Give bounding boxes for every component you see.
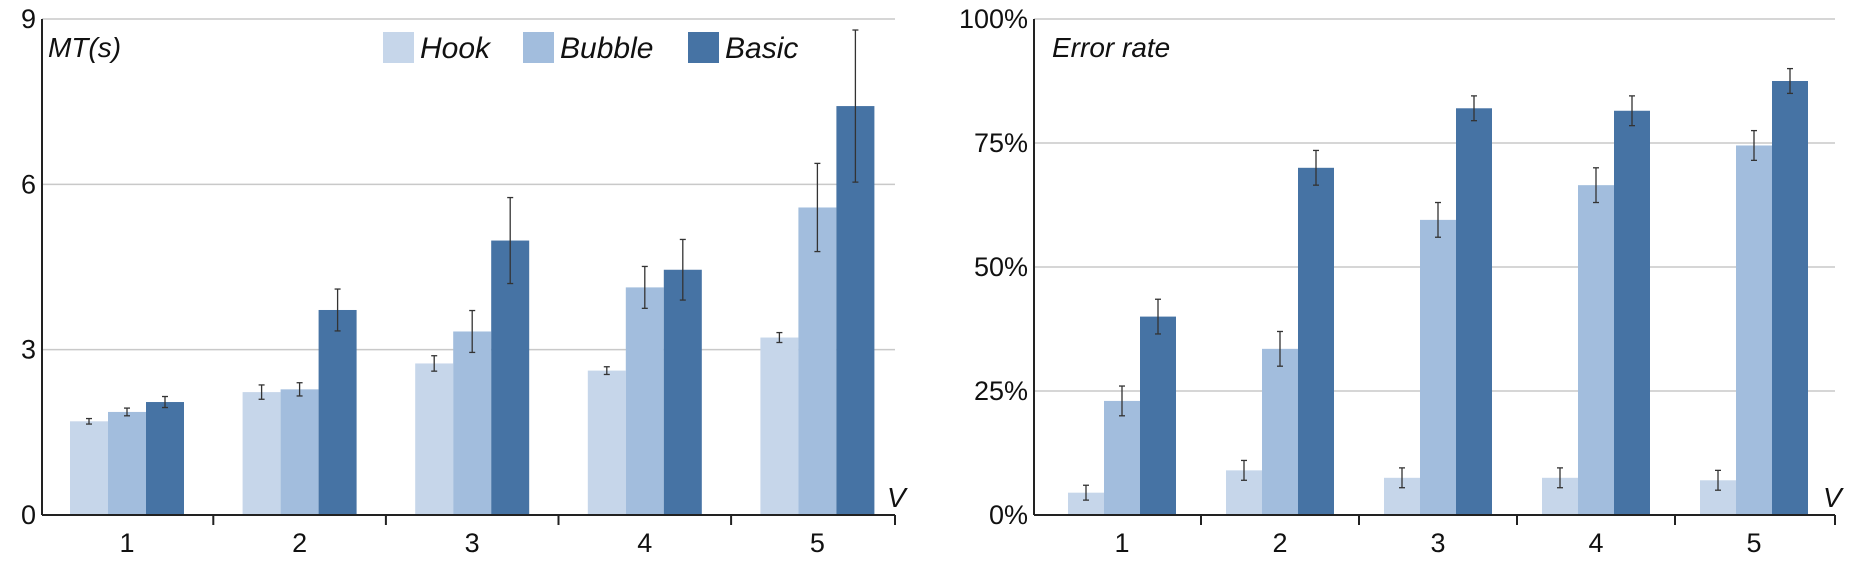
bar-hook-1 <box>1068 492 1104 515</box>
x-axis-label: V <box>887 482 908 513</box>
bar-basic-3 <box>1456 108 1492 515</box>
bar-basic-1 <box>146 402 184 515</box>
x-tick-label: 2 <box>1272 528 1287 558</box>
bar-basic-1 <box>1140 316 1176 515</box>
y-tick-label: 100% <box>959 4 1028 34</box>
bar-bubble-4 <box>625 287 664 515</box>
legend-swatch-bubble <box>523 32 554 63</box>
y-tick-label: 6 <box>21 169 36 199</box>
x-tick-label: 5 <box>1746 528 1761 558</box>
y-tick-label: 0% <box>989 500 1028 530</box>
bar-bubble-3 <box>453 331 492 515</box>
bar-basic-3 <box>491 240 530 515</box>
bar-hook-4 <box>587 370 626 515</box>
bar-bubble-5 <box>1736 145 1772 516</box>
bar-bubble-1 <box>1104 400 1140 515</box>
x-tick-label: 1 <box>1114 528 1129 558</box>
y-tick-label: 9 <box>21 4 36 34</box>
bar-bubble-2 <box>1262 348 1298 515</box>
y-tick-label: 25% <box>974 376 1028 406</box>
bar-bubble-2 <box>280 389 319 515</box>
legend-label-basic: Basic <box>725 32 798 65</box>
legend-swatch-basic <box>688 32 719 63</box>
bar-bubble-3 <box>1420 219 1456 515</box>
bar-bubble-5 <box>798 207 837 516</box>
y-tick-label: 75% <box>974 128 1028 158</box>
legend-swatch-hook <box>383 32 414 63</box>
bar-hook-5 <box>760 337 799 515</box>
x-tick-label: 4 <box>1588 528 1603 558</box>
chart-panel-error-rate: Error rate V 0% 25% 50% 75% 100% 1 2 3 4 5 <box>959 4 1844 558</box>
x-tick-label: 3 <box>465 528 480 558</box>
bar-bubble-1 <box>108 411 146 515</box>
bar-hook-1 <box>70 421 108 515</box>
x-tick-label: 5 <box>810 528 825 558</box>
y-tick-label: 50% <box>974 252 1028 282</box>
bar-hook-3 <box>415 363 454 515</box>
bar-basic-4 <box>1614 110 1650 515</box>
y-tick-label: 0 <box>21 500 36 530</box>
bar-hook-2 <box>242 392 281 515</box>
x-tick-label: 4 <box>637 528 652 558</box>
x-tick-label: 2 <box>292 528 307 558</box>
x-tick-label: 1 <box>119 528 134 558</box>
y-axis-label: MT(s) <box>48 32 121 63</box>
bar-basic-2 <box>1298 167 1334 516</box>
legend: Hook Bubble Basic <box>383 32 798 65</box>
y-axis-label: Error rate <box>1052 32 1170 63</box>
y-tick-label: 3 <box>21 335 36 365</box>
bar-basic-2 <box>318 309 357 515</box>
x-tick-label: 3 <box>1430 528 1445 558</box>
x-axis-label: V <box>1823 482 1844 513</box>
legend-label-bubble: Bubble <box>560 32 653 65</box>
bar-basic-4 <box>663 269 702 515</box>
bar-bubble-4 <box>1578 185 1614 515</box>
bar-basic-5 <box>1772 81 1808 515</box>
legend-label-hook: Hook <box>420 32 492 65</box>
